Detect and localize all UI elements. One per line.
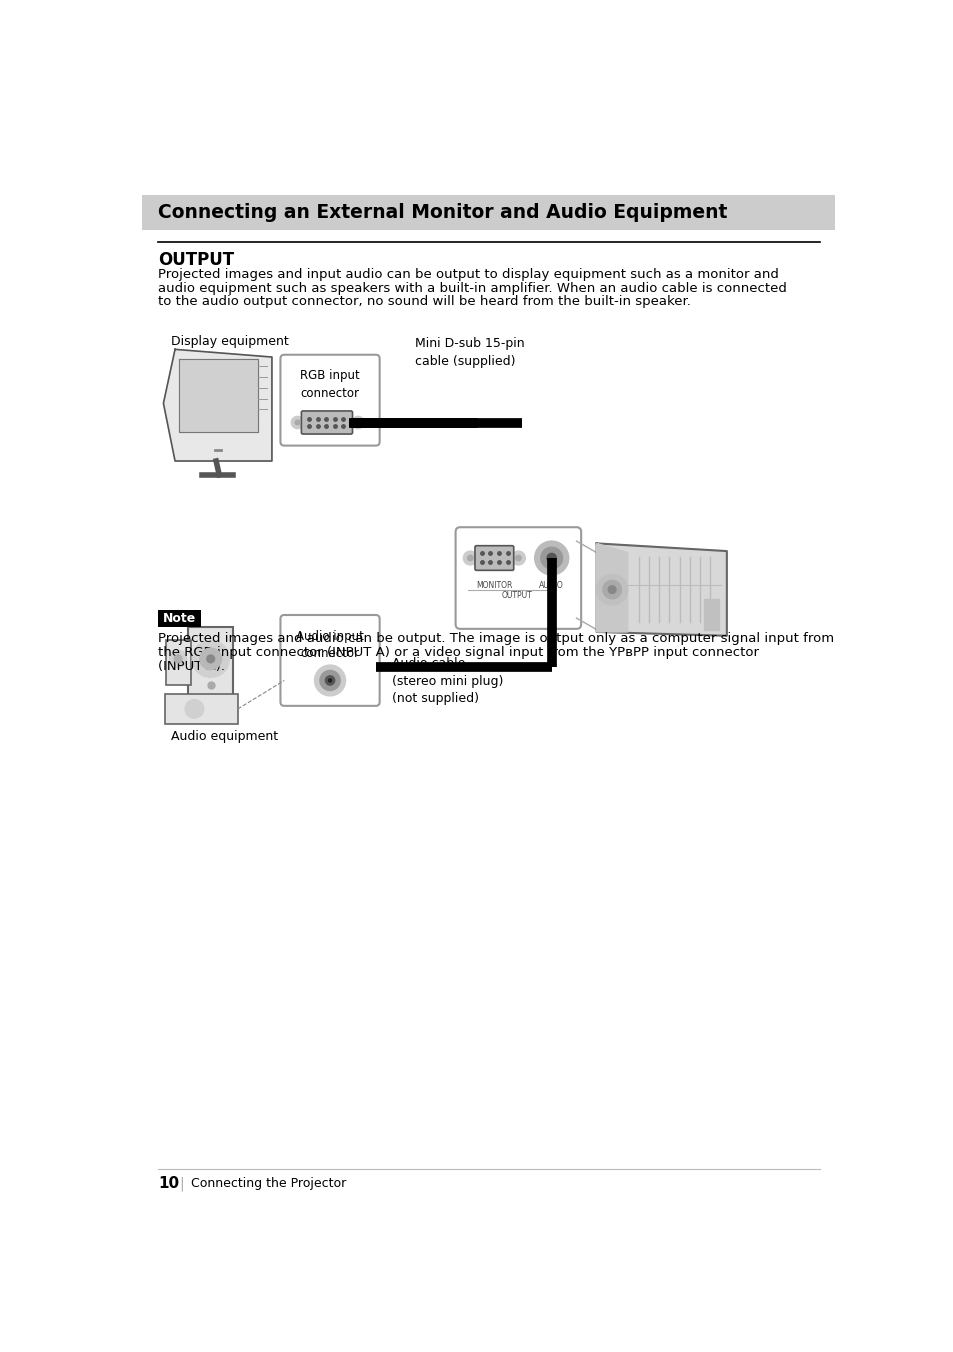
Text: 10: 10 — [158, 1176, 179, 1191]
Circle shape — [352, 416, 364, 429]
Text: RGB input
connector: RGB input connector — [300, 369, 359, 400]
Text: Note: Note — [163, 612, 196, 626]
Circle shape — [596, 575, 627, 604]
Text: AUDIO: AUDIO — [538, 581, 563, 589]
Circle shape — [516, 556, 520, 561]
Text: Audio equipment: Audio equipment — [171, 730, 278, 742]
Text: Connecting the Projector: Connecting the Projector — [191, 1176, 345, 1190]
Circle shape — [511, 552, 525, 565]
Circle shape — [207, 654, 214, 662]
Circle shape — [328, 679, 332, 681]
Text: Audio cable
(stereo mini plug)
(not supplied): Audio cable (stereo mini plug) (not supp… — [392, 657, 503, 706]
Text: audio equipment such as speakers with a built-in amplifier. When an audio cable : audio equipment such as speakers with a … — [158, 281, 786, 295]
FancyBboxPatch shape — [475, 546, 513, 571]
Text: the RGB input connector (INPUT A) or a video signal input from the YPвPР input c: the RGB input connector (INPUT A) or a v… — [158, 646, 759, 658]
FancyBboxPatch shape — [280, 354, 379, 446]
Circle shape — [540, 548, 562, 569]
Circle shape — [174, 654, 182, 662]
Polygon shape — [703, 599, 719, 630]
Circle shape — [199, 648, 221, 669]
FancyBboxPatch shape — [456, 527, 580, 629]
Circle shape — [463, 552, 476, 565]
Circle shape — [319, 671, 340, 691]
FancyBboxPatch shape — [166, 641, 191, 685]
FancyBboxPatch shape — [280, 615, 379, 706]
Circle shape — [192, 641, 229, 677]
Text: (INPUT A).: (INPUT A). — [158, 660, 225, 673]
FancyBboxPatch shape — [165, 695, 237, 723]
Text: Mini D-sub 15-pin
cable (supplied): Mini D-sub 15-pin cable (supplied) — [415, 337, 524, 368]
Circle shape — [294, 420, 299, 425]
Text: Display equipment: Display equipment — [171, 335, 289, 349]
Text: Audio input
connector: Audio input connector — [295, 630, 364, 660]
Text: to the audio output connector, no sound will be heard from the built-in speaker.: to the audio output connector, no sound … — [158, 296, 690, 308]
Circle shape — [355, 420, 360, 425]
Circle shape — [534, 541, 568, 575]
Circle shape — [170, 650, 187, 668]
FancyBboxPatch shape — [188, 626, 233, 696]
Text: Connecting an External Monitor and Audio Equipment: Connecting an External Monitor and Audio… — [158, 203, 726, 222]
Text: OUTPUT: OUTPUT — [158, 250, 233, 269]
Polygon shape — [596, 544, 627, 631]
Circle shape — [314, 665, 345, 696]
Circle shape — [185, 700, 204, 718]
Circle shape — [546, 553, 556, 562]
Circle shape — [467, 556, 473, 561]
Text: |: | — [179, 1176, 184, 1191]
Bar — [142, 195, 835, 230]
Text: MONITOR: MONITOR — [476, 581, 512, 589]
Circle shape — [602, 580, 620, 599]
Text: Projected images and audio can be output. The image is output only as a computer: Projected images and audio can be output… — [158, 631, 833, 645]
Circle shape — [291, 416, 303, 429]
Bar — [158, 610, 201, 627]
Polygon shape — [163, 349, 272, 461]
Polygon shape — [596, 544, 726, 635]
Circle shape — [608, 585, 616, 594]
Polygon shape — [179, 358, 257, 431]
FancyBboxPatch shape — [301, 411, 353, 434]
Circle shape — [325, 676, 335, 685]
Text: OUTPUT: OUTPUT — [501, 591, 532, 600]
Text: Projected images and input audio can be output to display equipment such as a mo: Projected images and input audio can be … — [158, 268, 778, 281]
